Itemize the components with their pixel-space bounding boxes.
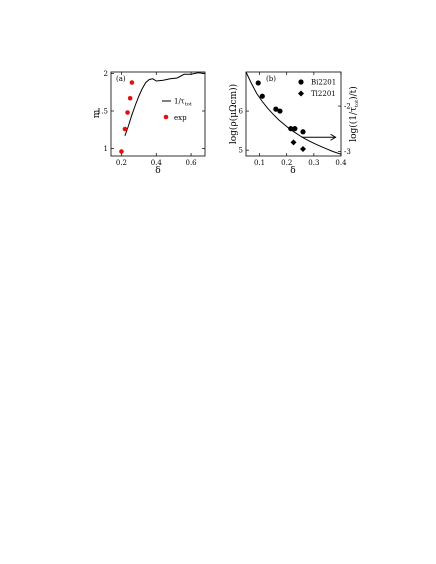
x-tick-label-b: 0.4 (335, 159, 347, 167)
y-tick-label-b: 5 (239, 147, 243, 155)
x-axis-label-a: δ (155, 166, 160, 176)
tl2201-point (300, 145, 306, 152)
legend-b: Bi2201 Tl2201 (298, 79, 336, 98)
y-axis-label-b: log(ρ(μΩcm)) (228, 84, 239, 144)
x-axis-label-b: δ (290, 166, 295, 176)
plot-frame-a (110, 71, 206, 157)
bi2201-point (292, 126, 298, 132)
y-tick-label-a: 2 (104, 70, 108, 78)
panel-a: 0.2 0.4 0.6 1 1.5 2 (a) δ m 1/τtot exp (92, 70, 206, 176)
series-points-b (255, 80, 306, 152)
exp-point (127, 95, 133, 101)
legend-label-1-tau-tot: 1/τtot (174, 98, 192, 108)
panel-b: 0.1 0.2 0.3 0.4 5 6 -3 -2 (b) δ log(ρ(μΩcm)) lo… (228, 71, 360, 176)
exp-point (122, 126, 128, 132)
x-tick-label-b: 0.3 (308, 159, 319, 167)
y-tick-right-label-b: -2 (344, 103, 351, 111)
bi2201-point (273, 106, 279, 112)
y-axis-label-a: m (92, 109, 102, 118)
panel-label-b: (b) (266, 75, 276, 83)
legend-a: 1/τtot exp (162, 98, 192, 122)
x-tick-label-a: 0.4 (151, 159, 163, 167)
legend-label-bi2201: Bi2201 (311, 79, 336, 87)
legend-marker-bi2201 (298, 79, 304, 85)
exp-point (125, 110, 130, 115)
y-tick-label-b: 6 (239, 108, 244, 116)
series-exp-points (119, 80, 135, 154)
bi2201-point (255, 80, 261, 86)
y-tick-label-a: 1.5 (97, 108, 108, 116)
arrow-annotation (301, 133, 337, 141)
legend-marker-tl2201 (298, 90, 304, 97)
bi2201-point (288, 126, 294, 132)
plot-frame-b (245, 71, 342, 157)
bi2201-point (277, 108, 283, 114)
arrow-head (330, 133, 337, 141)
panel-label-a: (a) (116, 75, 126, 83)
legend-marker-exp (163, 114, 169, 120)
exp-point (119, 149, 124, 154)
axis-ticks-b: 0.1 0.2 0.3 0.4 5 6 -3 -2 (239, 72, 351, 167)
tl2201-point (290, 139, 297, 146)
y-tick-label-a: 1 (104, 145, 108, 153)
bi2201-point (259, 93, 265, 99)
y-tick-right-label-b: -3 (344, 148, 351, 156)
x-tick-label-b: 0.1 (254, 159, 265, 167)
x-tick-label-b: 0.2 (281, 159, 292, 167)
exp-point (129, 80, 135, 85)
axis-ticks-a: 0.2 0.4 0.6 1 1.5 2 (97, 70, 205, 167)
x-tick-label-a: 0.6 (186, 159, 198, 167)
x-tick-label-a: 0.2 (116, 159, 127, 167)
series-line-1-tau-tot (124, 72, 206, 136)
legend-label-tl2201: Tl2201 (311, 90, 336, 98)
bi2201-point (300, 129, 306, 135)
legend-label-exp: exp (174, 114, 187, 122)
y-axis-right-label-b: log((1/τtot)/t) (348, 86, 360, 142)
